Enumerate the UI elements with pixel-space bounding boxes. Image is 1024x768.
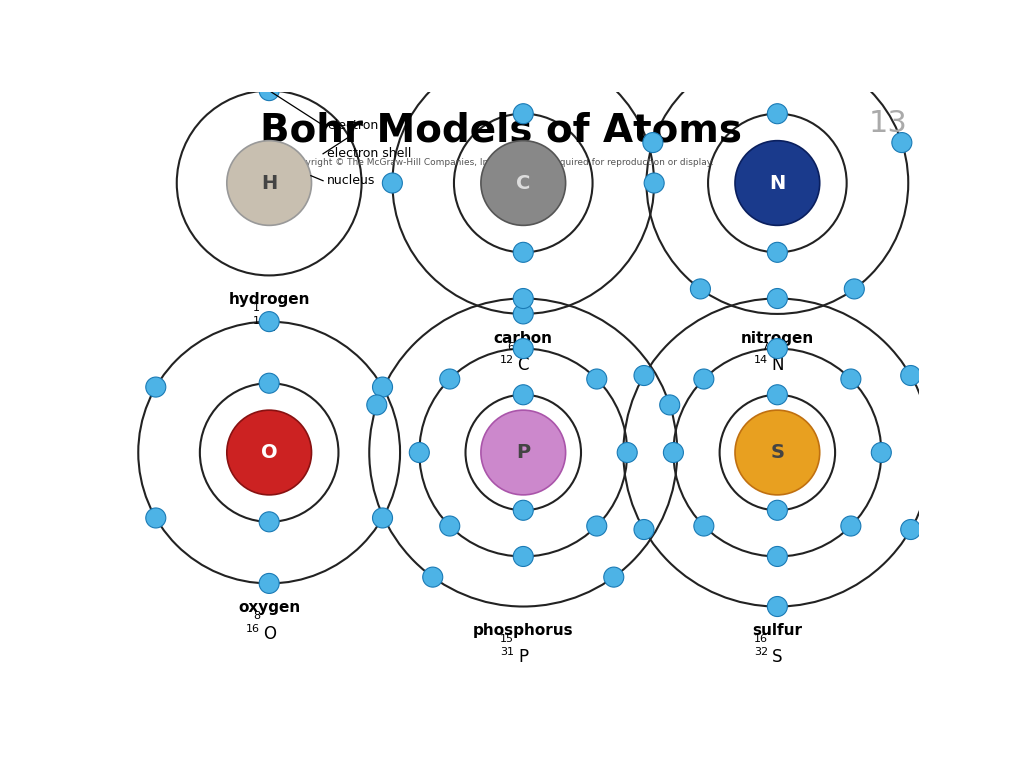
Circle shape [694, 516, 714, 536]
Circle shape [423, 567, 442, 587]
Circle shape [587, 369, 607, 389]
Circle shape [690, 279, 711, 299]
Circle shape [373, 508, 392, 528]
Text: N: N [771, 356, 783, 373]
Circle shape [604, 567, 624, 587]
Text: 8: 8 [253, 611, 260, 621]
Circle shape [892, 133, 911, 153]
Circle shape [513, 304, 534, 324]
Circle shape [735, 410, 819, 495]
Circle shape [901, 519, 921, 540]
Text: C: C [516, 174, 530, 193]
Circle shape [226, 410, 311, 495]
Circle shape [735, 141, 819, 225]
Text: 16: 16 [246, 624, 260, 634]
Circle shape [145, 508, 166, 528]
Circle shape [513, 42, 534, 62]
Text: electron: electron [327, 119, 378, 132]
Text: S: S [772, 648, 782, 666]
Circle shape [513, 385, 534, 405]
Circle shape [845, 279, 864, 299]
Text: 13: 13 [868, 109, 907, 138]
Circle shape [871, 442, 891, 462]
Circle shape [694, 369, 714, 389]
Circle shape [767, 243, 787, 263]
Circle shape [382, 173, 402, 193]
Text: 12: 12 [500, 355, 514, 365]
Circle shape [901, 366, 921, 386]
Text: H: H [263, 317, 275, 335]
Text: 16: 16 [754, 634, 768, 644]
Circle shape [259, 312, 280, 332]
Text: H: H [261, 174, 278, 193]
Circle shape [587, 516, 607, 536]
Circle shape [373, 377, 392, 397]
Circle shape [664, 442, 683, 462]
Text: 31: 31 [500, 647, 514, 657]
Circle shape [767, 104, 787, 124]
Text: nucleus: nucleus [327, 174, 375, 187]
Text: O: O [263, 625, 275, 643]
Circle shape [410, 442, 429, 462]
Text: 15: 15 [500, 634, 514, 644]
Circle shape [481, 410, 565, 495]
Text: 7: 7 [761, 342, 768, 352]
Circle shape [259, 511, 280, 531]
Text: 6: 6 [507, 342, 514, 352]
Circle shape [841, 369, 861, 389]
Text: S: S [770, 443, 784, 462]
Circle shape [513, 289, 534, 309]
Circle shape [617, 442, 637, 462]
Circle shape [767, 547, 787, 567]
Circle shape [481, 141, 565, 225]
Circle shape [439, 369, 460, 389]
Text: 1: 1 [253, 316, 260, 326]
Circle shape [513, 104, 534, 124]
Circle shape [767, 289, 787, 309]
Circle shape [767, 339, 787, 359]
Circle shape [767, 597, 787, 617]
Text: Copyright © The McGraw-Hill Companies, Inc. Permission required for reproduction: Copyright © The McGraw-Hill Companies, I… [289, 157, 714, 167]
Text: N: N [769, 174, 785, 193]
Circle shape [513, 547, 534, 567]
Circle shape [513, 500, 534, 520]
Circle shape [643, 133, 663, 153]
Circle shape [259, 81, 280, 101]
Circle shape [226, 141, 311, 225]
Circle shape [259, 373, 280, 393]
Circle shape [841, 516, 861, 536]
Text: phosphorus: phosphorus [473, 624, 573, 638]
Text: 14: 14 [754, 355, 768, 365]
Circle shape [659, 395, 680, 415]
Circle shape [634, 519, 654, 540]
Circle shape [513, 339, 534, 359]
Text: Bohr Models of Atoms: Bohr Models of Atoms [260, 111, 742, 150]
Circle shape [767, 385, 787, 405]
Circle shape [634, 366, 654, 386]
Text: 32: 32 [754, 647, 768, 657]
Text: C: C [517, 356, 529, 373]
Text: carbon: carbon [494, 331, 553, 346]
Text: nitrogen: nitrogen [740, 331, 814, 346]
Text: oxygen: oxygen [238, 601, 300, 615]
Text: hydrogen: hydrogen [228, 293, 310, 307]
Circle shape [145, 377, 166, 397]
Circle shape [367, 395, 387, 415]
Circle shape [644, 173, 665, 193]
Text: O: O [261, 443, 278, 462]
Circle shape [513, 243, 534, 263]
Circle shape [439, 516, 460, 536]
Circle shape [767, 42, 787, 62]
Text: P: P [518, 648, 528, 666]
Text: electron shell: electron shell [327, 147, 412, 161]
Text: P: P [516, 443, 530, 462]
Circle shape [259, 574, 280, 594]
Circle shape [767, 500, 787, 520]
Text: 1: 1 [253, 303, 260, 313]
Text: sulfur: sulfur [753, 624, 803, 638]
